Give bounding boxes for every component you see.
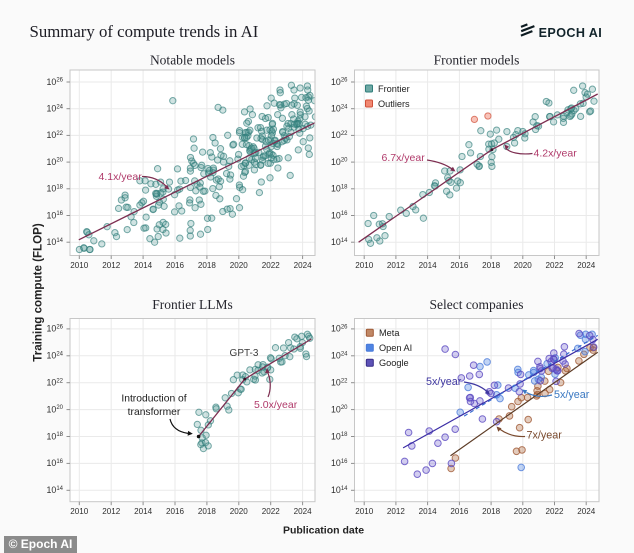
svg-text:Meta: Meta bbox=[379, 328, 400, 338]
svg-text:1018: 1018 bbox=[47, 431, 64, 441]
svg-text:1024: 1024 bbox=[47, 104, 64, 114]
svg-text:2018: 2018 bbox=[482, 507, 501, 516]
svg-text:2016: 2016 bbox=[450, 507, 469, 516]
svg-text:2022: 2022 bbox=[262, 261, 281, 270]
svg-text:6.7x/year: 6.7x/year bbox=[382, 152, 426, 164]
svg-text:1022: 1022 bbox=[331, 130, 348, 140]
svg-text:2024: 2024 bbox=[294, 261, 313, 270]
svg-text:1018: 1018 bbox=[331, 184, 348, 194]
svg-text:1014: 1014 bbox=[47, 485, 64, 495]
svg-text:2010: 2010 bbox=[355, 507, 374, 516]
svg-text:2014: 2014 bbox=[419, 507, 438, 516]
svg-text:2014: 2014 bbox=[419, 261, 438, 270]
svg-text:1022: 1022 bbox=[331, 378, 348, 388]
svg-text:7x/year: 7x/year bbox=[527, 430, 563, 442]
svg-text:Frontier models: Frontier models bbox=[434, 53, 520, 68]
svg-text:5x/year: 5x/year bbox=[426, 376, 462, 388]
svg-text:2022: 2022 bbox=[262, 507, 281, 516]
svg-text:1026: 1026 bbox=[331, 77, 348, 87]
svg-text:4.1x/year: 4.1x/year bbox=[99, 171, 143, 183]
svg-text:Introduction of: Introduction of bbox=[121, 394, 186, 405]
svg-text:Publication date: Publication date bbox=[283, 525, 364, 537]
svg-text:2012: 2012 bbox=[387, 507, 406, 516]
svg-text:1022: 1022 bbox=[47, 130, 64, 140]
svg-text:1016: 1016 bbox=[331, 210, 348, 220]
svg-text:1026: 1026 bbox=[47, 324, 64, 334]
svg-text:2016: 2016 bbox=[166, 507, 185, 516]
svg-text:2020: 2020 bbox=[230, 261, 249, 270]
svg-text:1020: 1020 bbox=[47, 157, 64, 167]
svg-text:5x/year: 5x/year bbox=[554, 389, 590, 401]
svg-text:2016: 2016 bbox=[166, 261, 185, 270]
svg-text:1020: 1020 bbox=[331, 404, 348, 414]
svg-text:Select companies: Select companies bbox=[429, 297, 523, 312]
svg-text:Open AI: Open AI bbox=[379, 343, 412, 353]
svg-text:2010: 2010 bbox=[355, 261, 374, 270]
svg-text:Google: Google bbox=[379, 358, 409, 368]
svg-text:2012: 2012 bbox=[102, 261, 121, 270]
svg-text:2010: 2010 bbox=[70, 507, 89, 516]
svg-text:1024: 1024 bbox=[331, 104, 348, 114]
svg-text:2012: 2012 bbox=[387, 261, 406, 270]
svg-text:1016: 1016 bbox=[47, 210, 64, 220]
svg-text:4.2x/year: 4.2x/year bbox=[534, 148, 578, 160]
svg-text:1020: 1020 bbox=[47, 404, 64, 414]
svg-text:2020: 2020 bbox=[230, 507, 249, 516]
svg-text:2018: 2018 bbox=[198, 507, 217, 516]
svg-text:GPT-3: GPT-3 bbox=[230, 348, 259, 359]
svg-text:1018: 1018 bbox=[47, 184, 64, 194]
svg-text:2024: 2024 bbox=[577, 261, 596, 270]
svg-text:Outliers: Outliers bbox=[378, 99, 410, 109]
svg-text:5.0x/year: 5.0x/year bbox=[254, 399, 298, 411]
svg-text:2018: 2018 bbox=[198, 261, 217, 270]
svg-text:1016: 1016 bbox=[331, 458, 348, 468]
svg-text:1024: 1024 bbox=[47, 351, 64, 361]
svg-text:1026: 1026 bbox=[331, 324, 348, 334]
svg-text:2024: 2024 bbox=[577, 507, 596, 516]
svg-text:2014: 2014 bbox=[134, 507, 153, 516]
svg-text:2024: 2024 bbox=[294, 507, 313, 516]
svg-text:1014: 1014 bbox=[47, 237, 64, 247]
svg-text:Frontier LLMs: Frontier LLMs bbox=[152, 297, 233, 312]
svg-text:2014: 2014 bbox=[134, 261, 153, 270]
svg-text:1026: 1026 bbox=[47, 77, 64, 87]
svg-text:2010: 2010 bbox=[70, 261, 89, 270]
svg-text:2012: 2012 bbox=[102, 507, 121, 516]
svg-text:1022: 1022 bbox=[47, 378, 64, 388]
svg-text:2016: 2016 bbox=[450, 261, 469, 270]
svg-text:Frontier: Frontier bbox=[378, 84, 410, 94]
svg-text:2020: 2020 bbox=[514, 261, 533, 270]
svg-text:1018: 1018 bbox=[331, 431, 348, 441]
svg-text:1020: 1020 bbox=[331, 157, 348, 167]
svg-text:2018: 2018 bbox=[482, 261, 501, 270]
svg-text:2022: 2022 bbox=[545, 507, 564, 516]
svg-text:1024: 1024 bbox=[331, 351, 348, 361]
svg-text:1014: 1014 bbox=[331, 485, 348, 495]
svg-text:Training compute (FLOP): Training compute (FLOP) bbox=[32, 223, 45, 362]
svg-text:2020: 2020 bbox=[514, 507, 533, 516]
svg-text:1016: 1016 bbox=[47, 458, 64, 468]
svg-text:1014: 1014 bbox=[331, 237, 348, 247]
svg-text:Notable models: Notable models bbox=[150, 53, 235, 68]
svg-text:transformer: transformer bbox=[128, 407, 181, 418]
svg-text:2022: 2022 bbox=[545, 261, 564, 270]
